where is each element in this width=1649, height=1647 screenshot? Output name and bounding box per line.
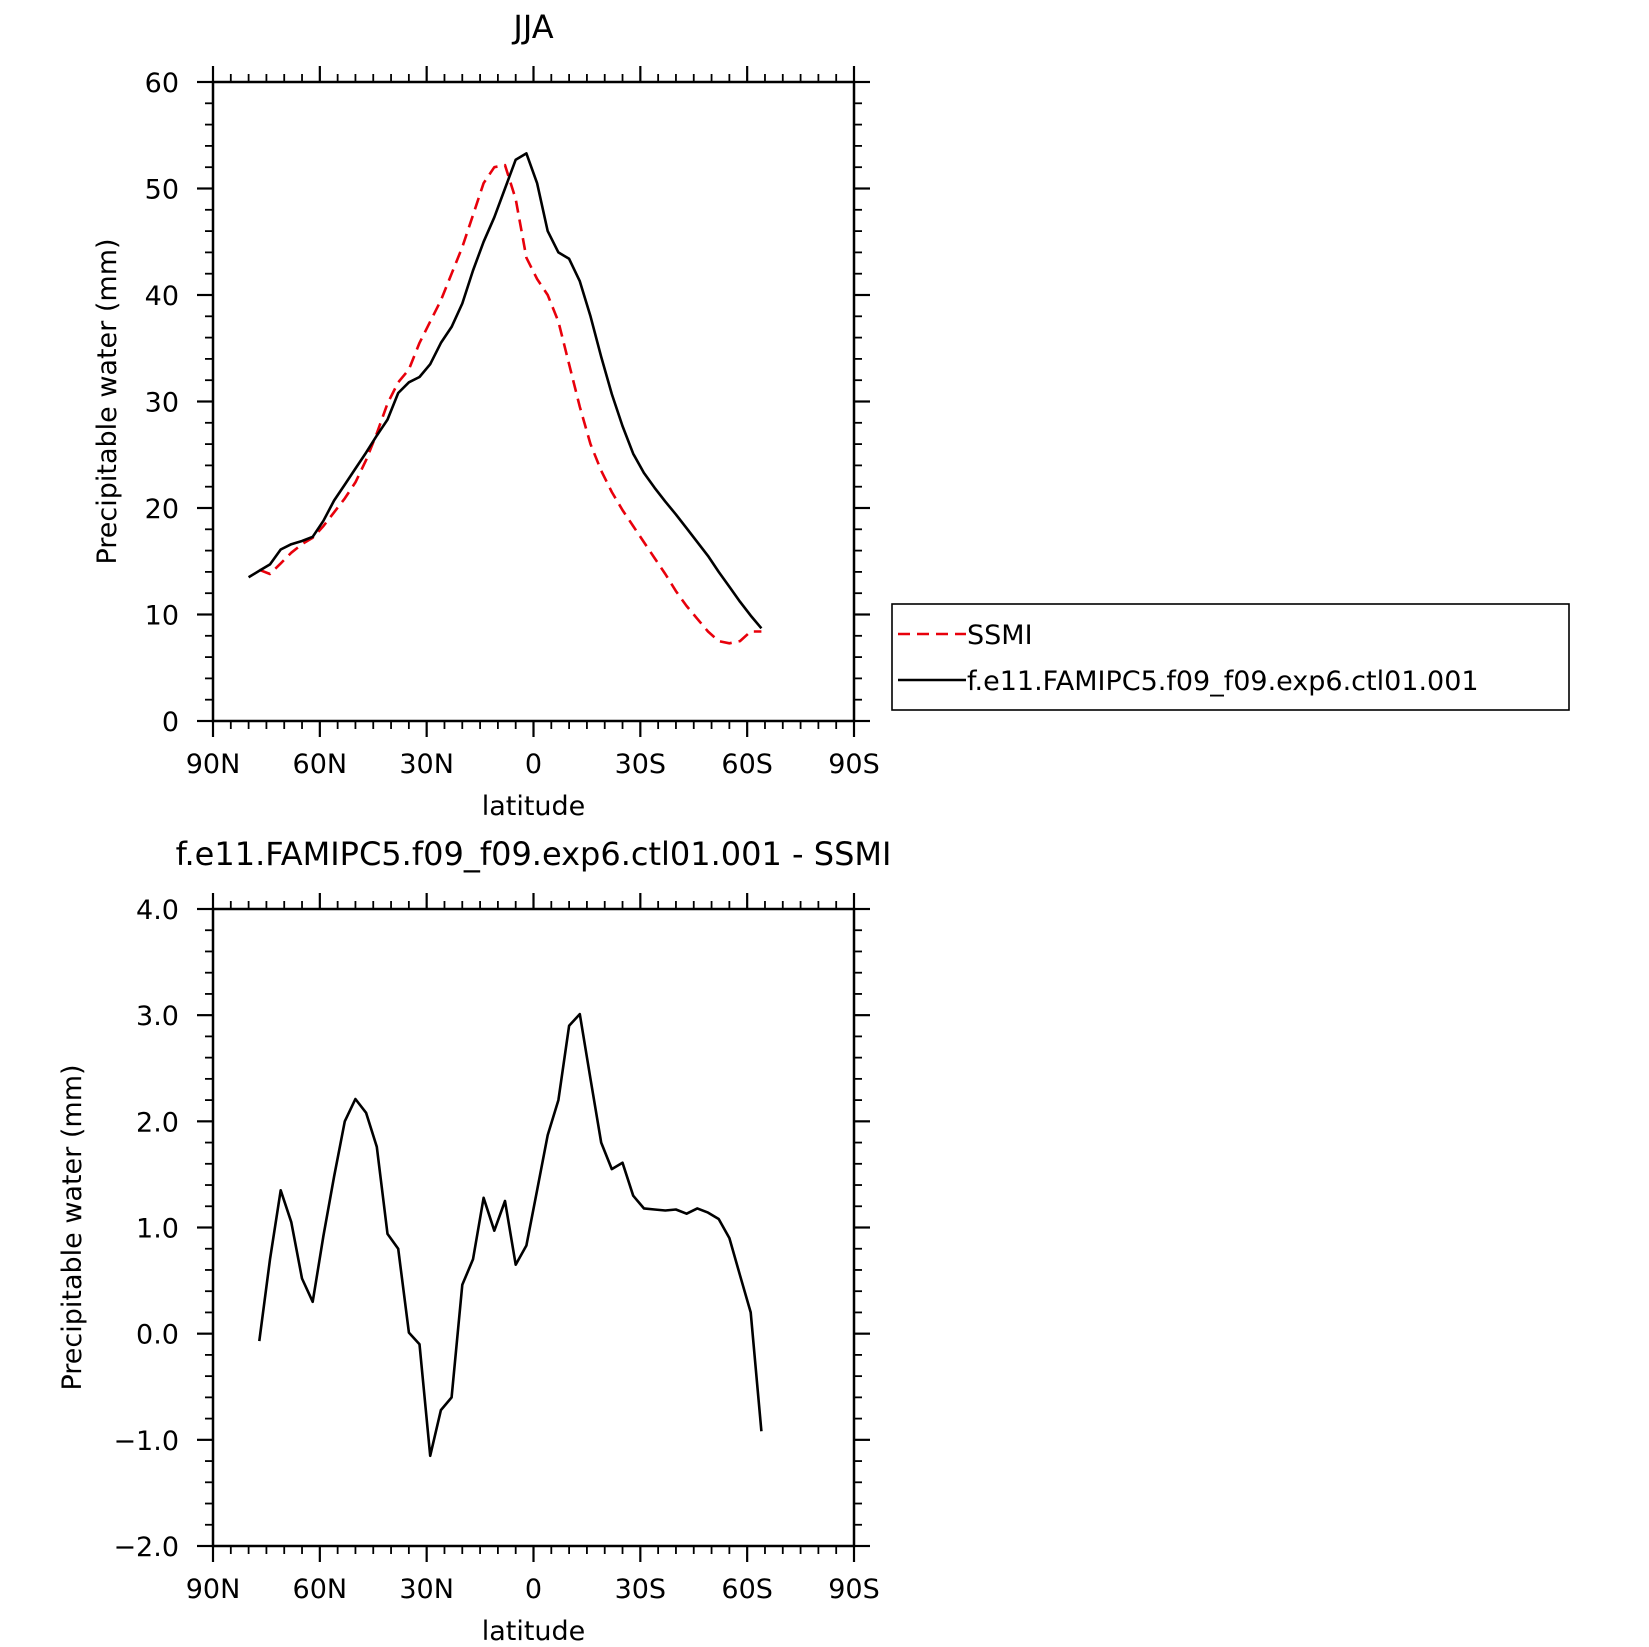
x-tick-label: 60N (293, 1574, 348, 1605)
series-line-1 (258, 1012, 763, 1458)
x-tick-label: 30S (615, 749, 667, 780)
series-line-1 (258, 163, 762, 645)
x-tick-label: 30N (399, 1574, 454, 1605)
y-tick-label: −2.0 (113, 1532, 179, 1563)
legend-label: SSMI (967, 620, 1033, 651)
y-axis-label: Precipitable water (mm) (92, 238, 123, 564)
plot-frame (211, 907, 856, 1548)
y-axis-label: Precipitable water (mm) (57, 1064, 88, 1390)
x-tick-label: 60N (293, 749, 348, 780)
panel-1: 90N 60N 30N 0 30S 60S 90S 0 10 20 30 40 50 60 JJA latit… (92, 8, 1570, 822)
y-tick-label: 20 (145, 494, 179, 525)
y-tick-label: 0.0 (136, 1320, 179, 1351)
legend-box (891, 603, 1570, 711)
x-axis-label: latitude (482, 1616, 586, 1647)
x-tick-label: 90S (828, 749, 880, 780)
y-tick-label: −1.0 (113, 1426, 179, 1457)
y-tick-label: 30 (145, 388, 179, 419)
panel-2: 90N 60N 30N 0 30S 60S 90S 4.0 3.0 2.0 1.0 0.0 −1.0 −2… (57, 835, 891, 1647)
series-line-2 (247, 152, 763, 630)
y-tick-label: 50 (145, 175, 179, 206)
chart-title: JJA (511, 8, 553, 46)
legend-label: f.e11.FAMIPC5.f09_f09.exp6.ctl01.001 (967, 666, 1479, 697)
x-tick-label: 0 (525, 749, 542, 780)
x-tick-label: 60S (721, 749, 773, 780)
chart-title: f.e11.FAMIPC5.f09_f09.exp6.ctl01.001 - S… (176, 835, 892, 873)
y-tick-label: 3.0 (136, 1001, 179, 1032)
legend: SSMI f.e11.FAMIPC5.f09_f09.exp6.ctl01.001 (891, 603, 1570, 711)
y-tick-label: 10 (145, 601, 179, 632)
y-tick-label: 2.0 (136, 1107, 179, 1138)
y-tick-label: 0 (162, 707, 179, 738)
y-tick-label: 1.0 (136, 1214, 179, 1245)
x-tick-label: 30S (615, 1574, 667, 1605)
y-tick-label: 60 (145, 68, 179, 99)
x-tick-label: 90N (186, 749, 241, 780)
x-tick-label: 60S (721, 1574, 773, 1605)
y-tick-label: 4.0 (136, 895, 179, 926)
x-tick-label: 30N (399, 749, 454, 780)
x-tick-label: 90N (186, 1574, 241, 1605)
x-tick-label: 0 (525, 1574, 542, 1605)
x-axis-label: latitude (482, 791, 586, 822)
x-tick-label: 90S (828, 1574, 880, 1605)
y-tick-label: 40 (145, 281, 179, 312)
